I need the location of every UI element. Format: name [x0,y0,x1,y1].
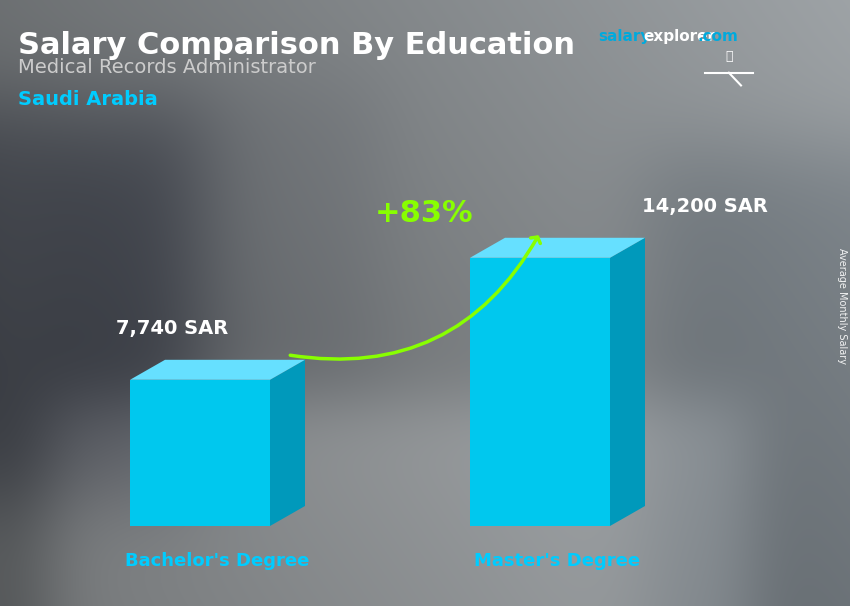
Polygon shape [470,258,610,526]
Text: salary: salary [598,29,650,44]
Text: Average Monthly Salary: Average Monthly Salary [837,248,847,364]
Text: .com: .com [698,29,739,44]
Text: 7,740 SAR: 7,740 SAR [116,319,228,338]
Text: Master's Degree: Master's Degree [474,552,641,570]
Text: Salary Comparison By Education: Salary Comparison By Education [18,31,575,60]
Text: Bachelor's Degree: Bachelor's Degree [125,552,309,570]
Polygon shape [610,238,645,526]
Text: 14,200 SAR: 14,200 SAR [642,197,768,216]
Text: Saudi Arabia: Saudi Arabia [18,90,158,109]
Polygon shape [470,238,645,258]
Polygon shape [130,380,270,526]
Text: ﷽: ﷽ [725,50,733,63]
Text: Medical Records Administrator: Medical Records Administrator [18,58,316,77]
Polygon shape [270,360,305,526]
Text: +83%: +83% [375,199,473,228]
Polygon shape [130,360,305,380]
Text: explorer: explorer [643,29,715,44]
